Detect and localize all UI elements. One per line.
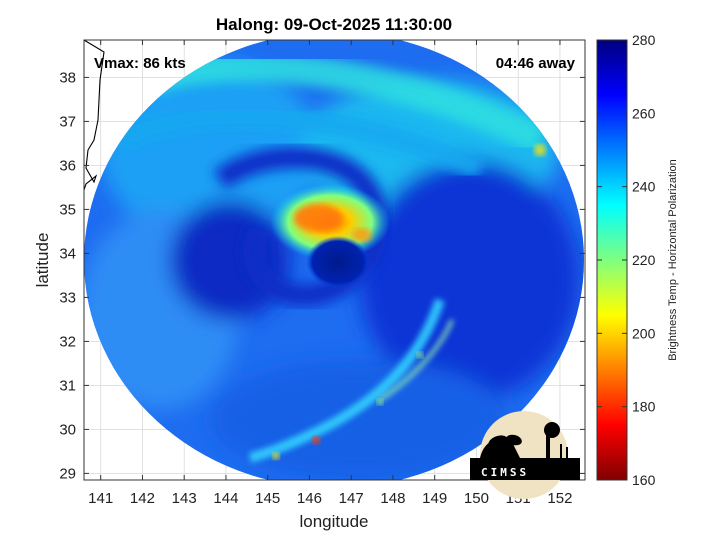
plot-frame	[83, 39, 586, 481]
x-tick-label: 145	[255, 490, 280, 507]
x-tick-label: 143	[172, 490, 197, 507]
x-tick-label: 146	[297, 490, 322, 507]
y-tick-label: 34	[59, 245, 76, 262]
chart-title: Halong: 09-Oct-2025 11:30:00	[216, 15, 452, 34]
x-tick-label: 147	[339, 490, 364, 507]
colorbar-tick-label: 180	[632, 399, 656, 415]
x-tick-label: 149	[422, 490, 447, 507]
y-tick-label: 33	[59, 289, 76, 306]
y-tick-label: 37	[59, 113, 76, 130]
colorbar-tick-label: 160	[632, 472, 656, 488]
colorbar-tick-label: 200	[632, 325, 656, 341]
coastline	[83, 39, 105, 191]
cimss-logo-text: CIMSS	[481, 466, 529, 479]
colorbar-ticks: 280 260 240 220 200 180 160	[597, 32, 656, 488]
y-tick-label: 35	[59, 201, 76, 218]
y-tick-label: 30	[59, 421, 76, 438]
x-tick-label: 152	[547, 490, 572, 507]
time-away-annotation: 04:46 away	[496, 55, 576, 72]
y-axis-ticks: 38 37 36 35 34 33 32 31 30 29	[59, 69, 585, 482]
x-tick-label: 141	[88, 490, 113, 507]
x-axis-ticks: 141142143144145146147148149150151152	[88, 40, 572, 507]
x-tick-label: 150	[464, 490, 489, 507]
colorbar-tick-label: 240	[632, 179, 656, 195]
colorbar-tick-label: 260	[632, 105, 656, 121]
x-axis-label: longitude	[299, 512, 368, 531]
x-tick-label: 142	[130, 490, 155, 507]
y-tick-label: 29	[59, 465, 76, 482]
y-tick-label: 36	[59, 157, 76, 174]
y-tick-label: 32	[59, 333, 76, 350]
x-tick-label: 148	[380, 490, 405, 507]
y-tick-label: 38	[59, 69, 76, 86]
colorbar-label: Brightness Temp - Horizontal Polarizatio…	[667, 159, 679, 361]
cimss-logo: CIMSS	[470, 411, 580, 499]
colorbar-tick-label: 220	[632, 252, 656, 268]
brightness-temp-swath	[84, 40, 584, 480]
x-tick-label: 144	[213, 490, 238, 507]
vmax-annotation: Vmax: 86 kts	[94, 55, 186, 72]
y-tick-label: 31	[59, 377, 76, 394]
colorbar-tick-label: 280	[632, 32, 656, 48]
y-axis-label: latitude	[33, 233, 52, 288]
